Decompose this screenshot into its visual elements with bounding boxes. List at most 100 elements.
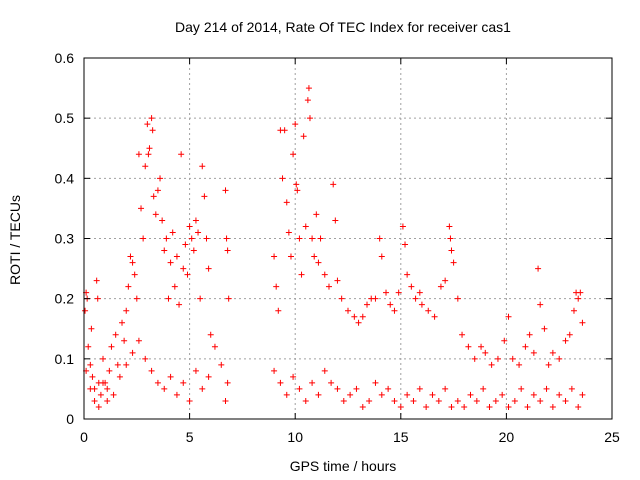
data-point	[190, 247, 197, 254]
data-point	[391, 307, 398, 314]
data-point	[296, 235, 303, 242]
data-point	[144, 121, 151, 128]
data-point	[459, 331, 466, 338]
data-point	[499, 391, 506, 398]
data-point	[167, 259, 174, 266]
data-point	[225, 295, 232, 302]
data-point	[446, 223, 453, 230]
data-point	[123, 361, 130, 368]
data-point	[332, 217, 339, 224]
data-point	[543, 385, 550, 392]
data-point	[273, 283, 280, 290]
data-point	[482, 349, 489, 356]
data-point	[222, 187, 229, 194]
data-point	[372, 295, 379, 302]
data-point	[91, 397, 98, 404]
data-point	[135, 151, 142, 158]
data-point	[82, 307, 89, 314]
data-point	[195, 229, 202, 236]
data-point	[372, 379, 379, 386]
data-point	[161, 247, 168, 254]
x-tick-label: 20	[499, 429, 515, 445]
data-point	[104, 397, 111, 404]
data-point	[309, 235, 316, 242]
y-tick-label: 0.1	[55, 351, 75, 367]
data-point	[112, 331, 119, 338]
data-point	[95, 403, 102, 410]
data-point	[334, 277, 341, 284]
data-point	[556, 391, 563, 398]
data-point	[97, 391, 104, 398]
data-point	[511, 397, 518, 404]
plot-frame	[83, 57, 613, 420]
data-point	[454, 397, 461, 404]
data-point	[359, 403, 366, 410]
data-point	[211, 343, 218, 350]
data-point	[541, 325, 548, 332]
data-point	[351, 313, 358, 320]
data-point	[138, 205, 145, 212]
data-point	[205, 373, 212, 380]
data-point	[488, 361, 495, 368]
y-tick-label: 0	[66, 411, 74, 427]
data-point	[579, 319, 586, 326]
data-point	[486, 403, 493, 410]
data-point	[355, 319, 362, 326]
data-point	[447, 235, 454, 242]
y-tick-label: 0.5	[55, 110, 75, 126]
data-point	[287, 253, 294, 260]
data-point	[577, 289, 584, 296]
data-point	[306, 115, 313, 122]
data-point	[410, 397, 417, 404]
data-point	[290, 373, 297, 380]
data-point	[157, 175, 164, 182]
data-point	[347, 391, 354, 398]
data-point	[184, 271, 191, 278]
data-point	[364, 301, 371, 308]
y-axis-label: ROTI / TECUs	[7, 195, 23, 285]
data-point	[148, 367, 155, 374]
data-point	[145, 151, 152, 158]
data-point	[494, 355, 501, 362]
data-point	[566, 331, 573, 338]
x-tick-label: 5	[186, 429, 194, 445]
data-point	[315, 391, 322, 398]
data-point	[192, 217, 199, 224]
data-point	[199, 163, 206, 170]
y-tick-label: 0.2	[55, 291, 75, 307]
data-point	[412, 295, 419, 302]
data-point	[223, 235, 230, 242]
data-point	[442, 277, 449, 284]
data-point	[148, 115, 155, 122]
data-point	[93, 277, 100, 284]
data-point	[293, 181, 300, 188]
data-point	[283, 199, 290, 206]
data-point	[450, 259, 457, 266]
data-point	[383, 289, 390, 296]
data-point	[399, 223, 406, 230]
data-point	[473, 397, 480, 404]
data-point	[448, 403, 455, 410]
data-point	[387, 301, 394, 308]
data-point	[376, 235, 383, 242]
data-point	[404, 271, 411, 278]
data-point	[397, 403, 404, 410]
data-point	[526, 331, 533, 338]
data-point	[325, 283, 332, 290]
data-point	[408, 283, 415, 290]
data-point	[549, 349, 556, 356]
data-point	[423, 403, 430, 410]
data-point	[104, 385, 111, 392]
data-point	[186, 223, 193, 230]
data-point	[524, 403, 531, 410]
data-point	[271, 367, 278, 374]
x-tick-label: 10	[287, 429, 303, 445]
data-point	[418, 301, 425, 308]
data-point	[123, 307, 130, 314]
data-point	[467, 391, 474, 398]
data-point	[530, 391, 537, 398]
data-point	[556, 355, 563, 362]
data-point	[108, 343, 115, 350]
data-point	[192, 367, 199, 374]
chart-title: Day 214 of 2014, Rate Of TEC Index for r…	[175, 19, 511, 35]
